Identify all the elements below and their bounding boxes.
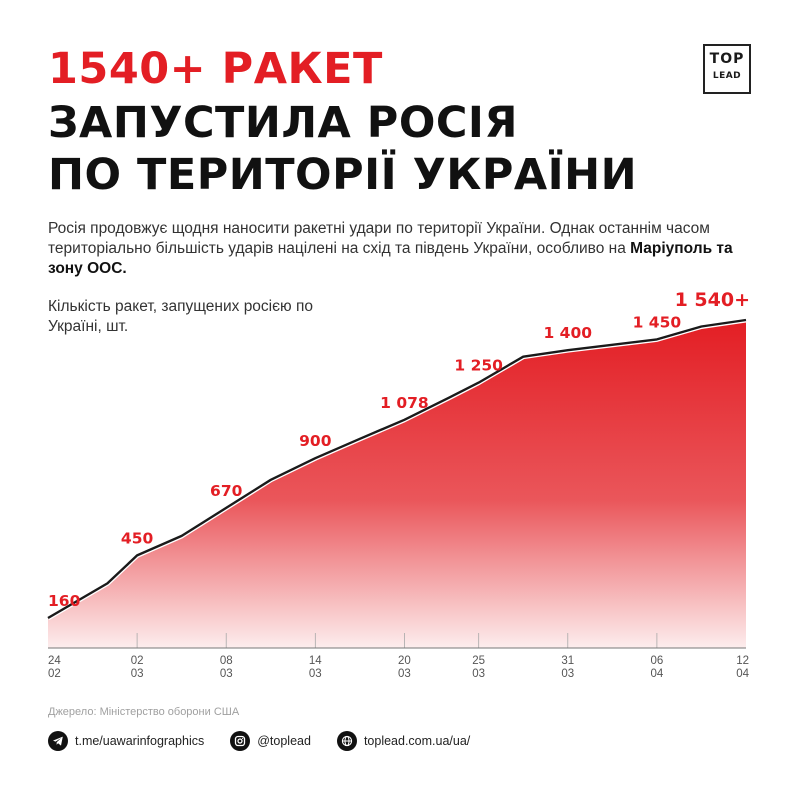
x-tick-day: 08 — [220, 655, 233, 667]
x-tick-month: 03 — [309, 668, 322, 680]
x-tick-day: 02 — [131, 655, 144, 667]
logo-top-text: TOP — [709, 51, 745, 67]
toplead-logo: TOP LEAD — [703, 44, 751, 94]
data-label: 1 400 — [544, 324, 593, 342]
x-tick-month: 02 — [48, 668, 61, 680]
series-line — [47, 318, 747, 620]
x-tick-month: 03 — [131, 668, 144, 680]
description: Росія продовжує щодня наносити ракетні у… — [48, 219, 748, 279]
x-tick-day: 24 — [48, 655, 61, 667]
title-line-1: 1540+ РАКЕТ — [48, 44, 383, 94]
x-tick-day: 06 — [650, 655, 663, 667]
telegram-text: t.me/uawarinfographics — [75, 734, 205, 748]
x-tick-day: 14 — [309, 655, 322, 667]
description-highlight: Маріуполь та зону ООС. — [48, 240, 733, 277]
x-tick-day: 12 — [736, 655, 749, 667]
data-label: 900 — [299, 432, 332, 450]
data-label: 1 540+ — [675, 289, 750, 311]
x-tick-month: 03 — [398, 668, 411, 680]
data-label: 450 — [121, 529, 154, 547]
area-fill — [48, 320, 746, 648]
website-text: toplead.com.ua/ua/ — [363, 734, 471, 748]
x-tick-month: 03 — [561, 668, 574, 680]
data-label: 1 250 — [454, 357, 503, 375]
telegram-link[interactable]: t.me/uawarinfographics — [48, 731, 204, 751]
website-link[interactable]: toplead.com.ua/ua/ — [336, 731, 471, 751]
footer: t.me/uawarinfographics @toplead toplead.… — [48, 731, 496, 751]
globe-icon — [336, 731, 357, 751]
x-tick-month: 03 — [472, 668, 485, 680]
source-note: Джерело: Міністерство оборони США — [48, 706, 240, 718]
x-tick-day: 20 — [398, 655, 411, 667]
title-line-2: ЗАПУСТИЛА РОСІЯ — [48, 98, 519, 148]
telegram-icon — [48, 731, 68, 751]
data-label: 160 — [48, 592, 81, 610]
title-line-3: ПО ТЕРИТОРІЇ УКРАЇНИ — [48, 150, 638, 200]
missile-area-chart: 160 450 670 900 1 078 1 250 1 400 1 450 1 540+ 2… — [46, 289, 750, 680]
description-text: Росія продовжує щодня наносити ракетні у… — [48, 220, 710, 257]
x-tick-month: 04 — [650, 668, 663, 680]
data-label: 1 078 — [380, 394, 429, 412]
instagram-icon — [230, 731, 251, 751]
instagram-link[interactable]: @toplead — [230, 731, 311, 751]
x-tick-day: 25 — [472, 655, 485, 667]
data-label: 670 — [210, 482, 243, 500]
x-tick-day: 31 — [561, 655, 574, 667]
logo-bottom-text: LEAD — [712, 71, 742, 81]
data-label: 1 450 — [633, 313, 682, 331]
x-tick-month: 04 — [736, 668, 749, 680]
instagram-text: @toplead — [257, 734, 311, 748]
x-tick-month: 03 — [220, 668, 233, 680]
chart-title: Кількість ракет, запущених росією по Укр… — [48, 298, 313, 335]
